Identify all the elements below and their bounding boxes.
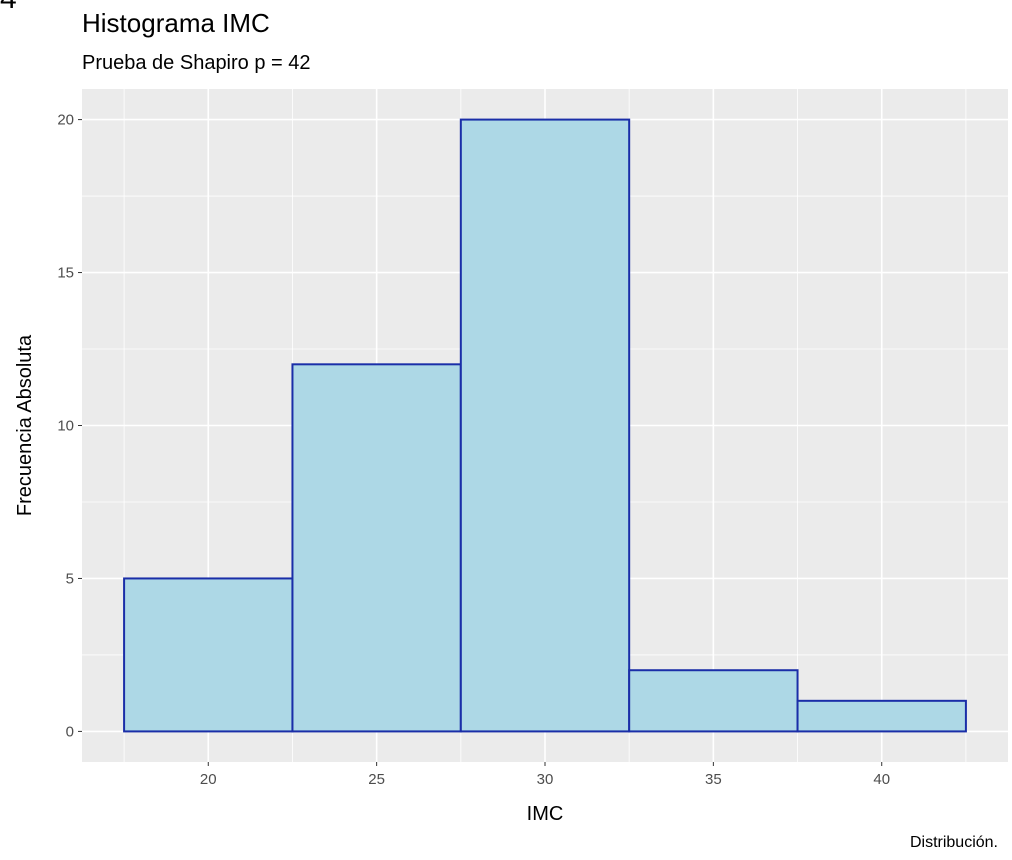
chart-subtitle: Prueba de Shapiro p = 42 xyxy=(82,52,311,74)
y-tick-label: 20 xyxy=(57,112,74,129)
y-tick-label: 5 xyxy=(66,570,74,587)
histogram-bar xyxy=(628,669,799,733)
x-axis-label: IMC xyxy=(527,803,564,825)
chart-caption: Distribución. xyxy=(909,834,998,851)
chart-title: Histograma IMC xyxy=(82,8,270,38)
y-tick-label: 0 xyxy=(66,723,74,740)
x-tick-label: 25 xyxy=(368,771,385,788)
histogram-bar xyxy=(796,699,967,733)
x-tick-label: 30 xyxy=(537,771,554,788)
y-tick-label: 10 xyxy=(57,418,74,435)
x-tick-label: 20 xyxy=(200,771,217,788)
figure-tag: 4 xyxy=(0,0,17,16)
histogram-bar xyxy=(459,118,631,733)
y-tick-label: 15 xyxy=(57,265,74,282)
histogram-bar xyxy=(123,577,294,733)
x-tick-label: 35 xyxy=(705,771,722,788)
histogram-bar xyxy=(291,363,462,733)
y-axis-label: Frecuencia Absoluta xyxy=(14,334,36,516)
x-tick-label: 40 xyxy=(873,771,890,788)
